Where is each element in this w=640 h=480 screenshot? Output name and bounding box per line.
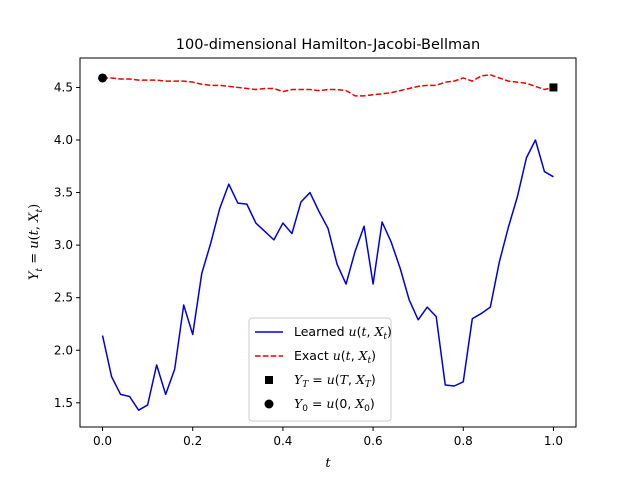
plot-area xyxy=(79,57,577,428)
y-axis-label: Yt = u(t, Xt) xyxy=(27,204,45,280)
legend-label-exact: Exact u(t, Xt) xyxy=(294,348,376,366)
x-axis-ticks: 0.0 0.2 0.4 0.6 0.8 1.0 xyxy=(93,427,563,448)
x-tick-label: 0.0 xyxy=(93,434,112,448)
legend-label-learned: Learned u(t, Xt) xyxy=(294,324,392,342)
x-tick-label: 0.4 xyxy=(273,434,292,448)
series-line-learned xyxy=(101,139,554,411)
legend-frame xyxy=(248,317,392,422)
chart-title: 100-dimensional Hamilton-Jacobi-Bellman xyxy=(176,37,480,53)
initial-value-marker xyxy=(98,73,108,83)
series-line-exact xyxy=(102,74,554,97)
legend-swatch-initial-marker xyxy=(264,399,274,409)
y-tick-label: 4.5 xyxy=(54,80,73,94)
legend-swatch-terminal-marker xyxy=(265,376,273,384)
y-axis-label-y: Y xyxy=(27,270,42,280)
legend: Learned u(t, Xt) Exact u(t, Xt) YT = u(T… xyxy=(248,317,392,422)
marker-layer xyxy=(98,73,558,92)
x-tick-label: 0.6 xyxy=(364,434,383,448)
series-layer xyxy=(101,74,554,411)
y-tick-label: 3.0 xyxy=(54,238,73,252)
x-tick-label: 1.0 xyxy=(544,434,563,448)
y-axis-label-sub-t: t xyxy=(35,268,45,272)
legend-label-terminal: YT = u(T, XT) xyxy=(294,372,376,390)
y-axis-label-rest: = xyxy=(27,249,42,268)
y-tick-label: 3.5 xyxy=(54,186,73,200)
terminal-value-marker xyxy=(549,83,558,92)
plot-frame xyxy=(79,57,577,428)
legend-label-initial: Y0 = u(0, X0) xyxy=(294,396,375,414)
y-axis-ticks: 1.5 2.0 2.5 3.0 3.5 4.0 4.5 xyxy=(54,80,80,410)
x-tick-label: 0.8 xyxy=(454,434,473,448)
x-tick-label: 0.2 xyxy=(183,434,202,448)
y-tick-label: 2.5 xyxy=(54,291,73,305)
y-tick-label: 2.0 xyxy=(54,343,73,357)
y-tick-label: 4.0 xyxy=(54,133,73,147)
x-axis-label: t xyxy=(325,456,331,471)
y-tick-label: 1.5 xyxy=(54,396,73,410)
